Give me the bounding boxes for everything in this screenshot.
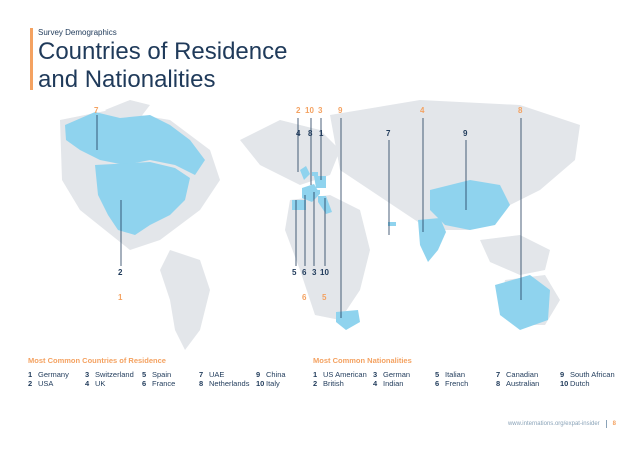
list-item: 10 Italy — [256, 379, 280, 388]
list-item: 5 Spain — [142, 370, 172, 379]
label-10: 10 — [305, 106, 314, 115]
south-africa-shape — [336, 310, 360, 330]
spain-shape — [292, 200, 306, 210]
list-item: 3 Switzerland — [85, 370, 134, 379]
list-item: 7 Canadian — [496, 370, 539, 379]
canada-shape — [65, 112, 205, 175]
title-line-2: and Nationalities — [38, 66, 216, 93]
residence-col-5: 9 China 10 Italy — [256, 370, 316, 388]
list-item: 2 British — [313, 379, 344, 388]
label-canada-7: 7 — [94, 106, 99, 115]
germany-shape — [314, 176, 326, 188]
highlighted-countries — [65, 112, 550, 330]
label-5-orange: 5 — [322, 293, 327, 302]
world-map: 7 2 10 3 9 4 8 4 8 1 7 9 2 1 5 6 3 10 6 … — [60, 100, 580, 350]
label-1-blue: 1 — [319, 129, 324, 138]
residence-col-4: 7 UAE 8 Netherlands — [199, 370, 259, 388]
footer-url[interactable]: www.internations.org/expat-insider — [507, 421, 600, 427]
list-item: 2 USA — [28, 379, 54, 388]
label-8: 8 — [518, 106, 523, 115]
usa-shape — [95, 162, 190, 235]
nationalities-col-2: 3 German 4 Indian — [373, 370, 433, 388]
nationalities-col-4: 7 Canadian 8 Australian — [496, 370, 556, 388]
nationalities-legend-title: Most Common Nationalities — [313, 356, 412, 365]
accent-bar — [30, 28, 33, 90]
label-4: 4 — [420, 106, 425, 115]
india-shape — [418, 218, 446, 262]
list-item: 1 US American — [313, 370, 367, 379]
label-7-blue: 7 — [386, 129, 391, 138]
residence-col-1: 1 Germany 2 USA — [28, 370, 88, 388]
label-2: 2 — [296, 106, 301, 115]
label-9-blue: 9 — [463, 129, 468, 138]
label-10-blue: 10 — [320, 268, 329, 277]
list-item: 9 China — [256, 370, 286, 379]
map-number-labels: 7 2 10 3 9 4 8 4 8 1 7 9 2 1 5 6 3 10 6 … — [94, 106, 523, 302]
list-item: 6 French — [435, 379, 469, 388]
label-3-blue: 3 — [312, 268, 317, 277]
list-item: 1 Germany — [28, 370, 69, 379]
label-6-orange: 6 — [302, 293, 307, 302]
residence-legend: Most Common Countries of Residence 1 Germ… — [28, 356, 286, 388]
nationalities-legend: Most Common Nationalities 1 US American 2… — [313, 356, 615, 388]
nationalities-col-1: 1 US American 2 British — [313, 370, 373, 388]
label-5-blue: 5 — [292, 268, 297, 277]
nationalities-col-5: 9 South African 10 Dutch — [560, 370, 620, 388]
list-item: 5 Italian — [435, 370, 466, 379]
uk-shape — [300, 166, 310, 180]
page-number: 8 — [612, 421, 616, 427]
list-item: 6 France — [142, 379, 176, 388]
residence-col-3: 5 Spain 6 France — [142, 370, 202, 388]
list-item: 3 German — [373, 370, 411, 379]
australia-shape — [495, 275, 550, 330]
residence-col-2: 3 Switzerland 4 UK — [85, 370, 145, 388]
list-item: 10 Dutch — [560, 379, 590, 388]
footer-divider — [605, 420, 607, 428]
china-shape — [430, 180, 510, 230]
france-shape — [302, 184, 320, 202]
list-item: 4 UK — [85, 379, 106, 388]
list-item: 9 South African — [560, 370, 615, 379]
list-item: 8 Australian — [496, 379, 540, 388]
list-item: 8 Netherlands — [199, 379, 250, 388]
list-item: 4 Indian — [373, 379, 404, 388]
label-9: 9 — [338, 106, 343, 115]
page-title: Countries of Residence and Nationalities — [38, 38, 287, 94]
nationalities-col-3: 5 Italian 6 French — [435, 370, 495, 388]
title-line-1: Countries of Residence — [38, 38, 288, 65]
label-4-blue: 4 — [296, 129, 301, 138]
switzerland-shape — [313, 190, 320, 194]
leader-lines — [96, 115, 522, 318]
label-3: 3 — [318, 106, 323, 115]
footer: www.internations.org/expat-insider 8 — [508, 420, 616, 428]
label-1-orange: 1 — [118, 293, 123, 302]
uae-shape — [388, 222, 396, 226]
label-8-blue: 8 — [308, 129, 313, 138]
list-item: 7 UAE — [199, 370, 225, 379]
label-2-blue: 2 — [118, 268, 123, 277]
netherlands-shape — [312, 172, 318, 176]
section-kicker: Survey Demographics — [38, 28, 117, 37]
label-6-blue: 6 — [302, 268, 307, 277]
residence-legend-title: Most Common Countries of Residence — [28, 356, 166, 365]
